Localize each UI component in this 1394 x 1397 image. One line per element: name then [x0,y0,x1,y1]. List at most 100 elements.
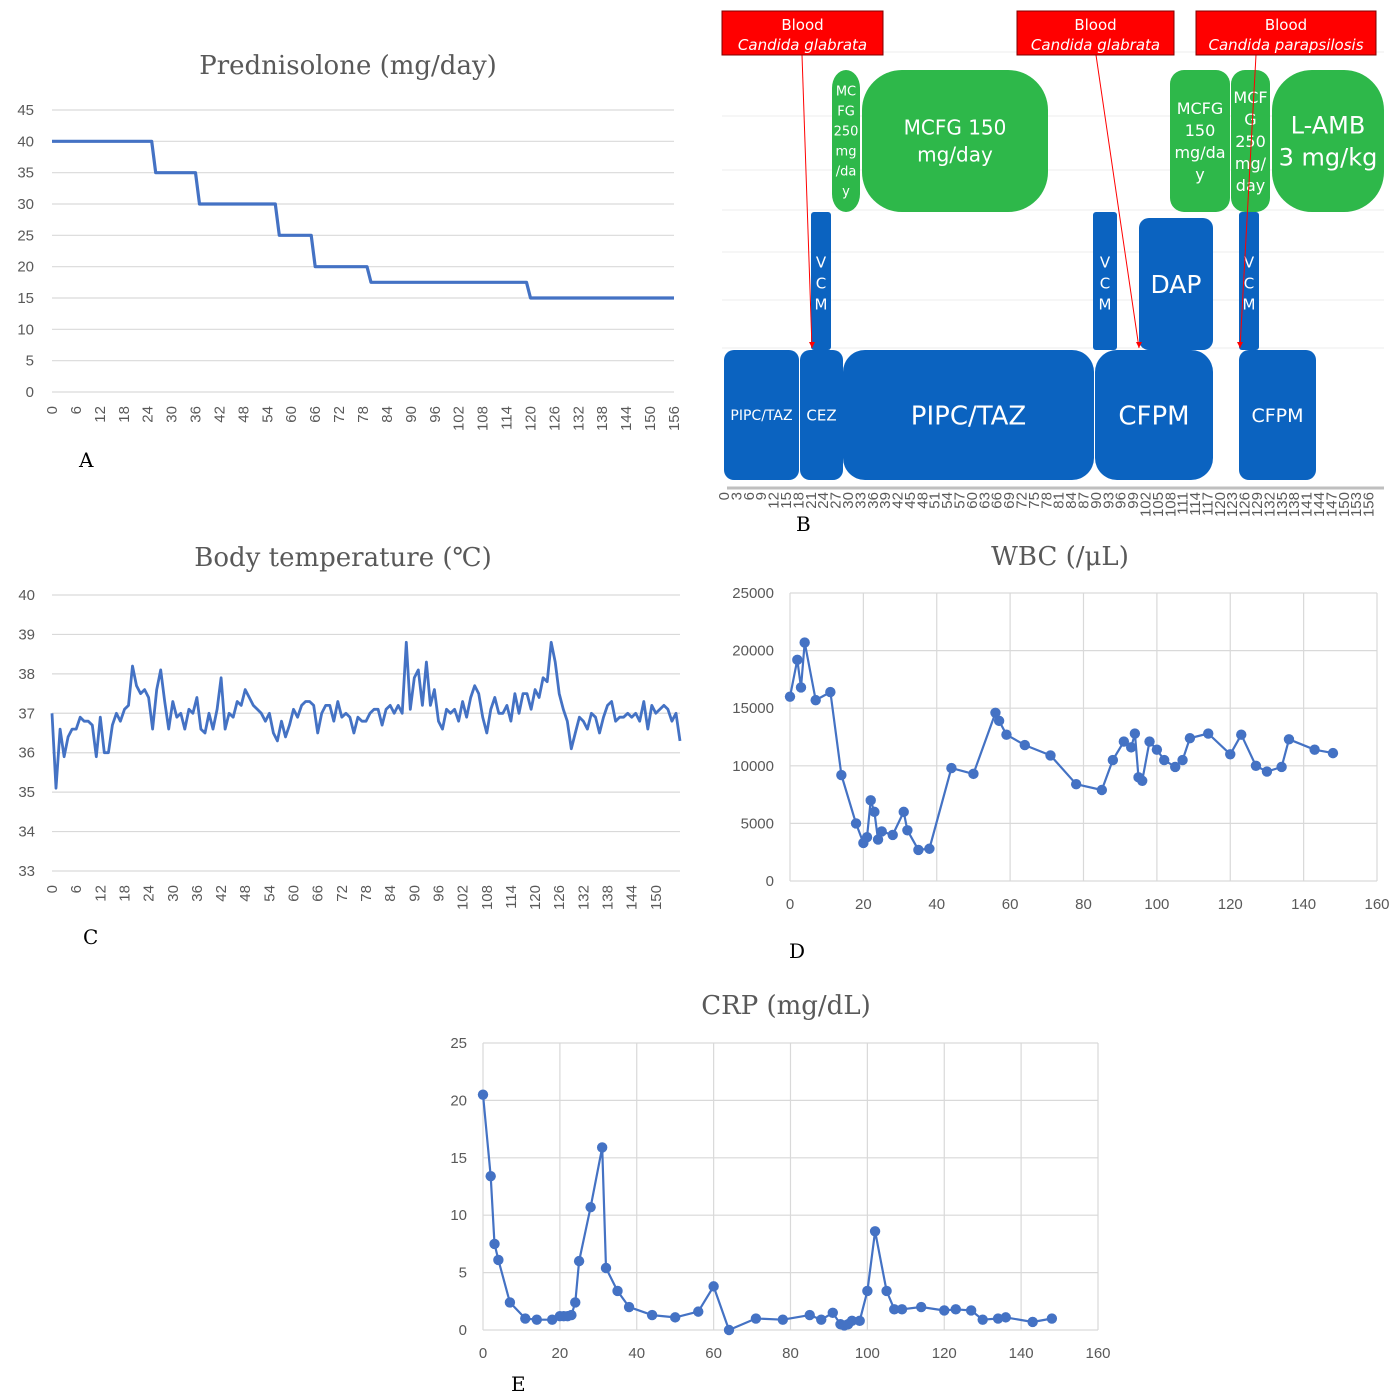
panel-label-e: E [511,1372,526,1396]
x-tick-label: 141 [1299,492,1316,517]
data-point [1096,784,1108,796]
data-point [1027,1316,1038,1328]
x-tick-label: 140 [1291,896,1316,913]
data-point [1327,747,1339,759]
data-point [1001,729,1012,740]
data-point [1184,732,1196,744]
data-point [600,1262,612,1274]
x-tick-label: 72 [331,406,348,423]
data-point [898,806,909,818]
data-point [723,1324,735,1336]
antibiotic-bar [1095,350,1213,480]
data-point [1137,775,1148,786]
x-tick-label: 102 [451,406,468,431]
antibiotic-label: CFPM [1118,401,1189,431]
antibiotic-bar [800,350,843,480]
x-tick-label: 90 [406,885,423,902]
x-tick-label: 156 [666,406,683,431]
x-tick-label: 150 [642,406,659,431]
data-point [1019,739,1030,751]
y-tick-label: 38 [18,666,35,683]
chart-a-title: Prednisolone (mg/day) [199,51,497,81]
data-point [977,1314,988,1325]
x-tick-label: 63 [976,492,993,509]
x-tick-label: 51 [927,492,944,509]
antifungal-label: MC [836,85,856,100]
x-tick-label: 160 [1364,896,1389,913]
data-point [810,694,821,706]
vancomycin-label: M [815,295,828,313]
vancomycin-bar [1093,212,1117,350]
x-tick-label: 42 [890,492,907,509]
x-tick-label: 111 [1175,492,1192,515]
y-tick-label: 15 [450,1150,467,1167]
data-point [596,1142,608,1153]
x-tick-label: 30 [164,406,181,423]
x-tick-label: 96 [430,885,447,902]
x-tick-label: 3 [728,492,745,500]
x-tick-label: 99 [1125,492,1142,509]
x-tick-label: 132 [570,406,587,431]
data-point [504,1297,516,1308]
x-tick-label: 150 [648,885,665,910]
data-point [816,1314,827,1325]
x-tick-label: 24 [141,885,158,902]
x-tick-label: 129 [1249,492,1266,517]
panel-label-a: A [78,448,94,472]
antifungal-label: 250 [834,125,859,140]
x-tick-label: 120 [1212,492,1229,517]
y-tick-label: 0 [26,384,34,401]
data-point [585,1201,596,1213]
x-tick-label: 48 [235,406,252,423]
x-tick-label: 72 [1014,492,1031,509]
data-point [913,844,924,856]
data-point [1151,744,1163,755]
antifungal-label: /da [836,165,857,180]
data-point [869,806,880,818]
x-tick-label: 18 [790,492,807,509]
data-point [570,1297,581,1308]
x-tick-label: 120 [1218,896,1243,913]
y-tick-label: 5000 [741,815,774,832]
vancomycin-label: M [1243,295,1256,313]
data-point [792,654,803,666]
data-point [836,769,847,781]
x-tick-label: 60 [286,885,303,902]
data-point [939,1305,950,1316]
x-tick-label: 84 [379,406,396,423]
data-point [1276,761,1287,773]
x-tick-label: 0 [479,1345,487,1362]
x-tick-label: 60 [705,1345,722,1362]
data-point [1144,736,1155,747]
data-point [850,818,862,829]
x-tick-label: 126 [551,885,568,910]
data-point [993,715,1005,727]
chart-d-wbc: WBC (/μL) 0 5000 10000 15000 20000 25000 0 20 40… [732,542,1389,963]
x-tick-label: 90 [403,406,420,423]
x-tick-label: 12 [92,885,109,902]
antibiotic-bar [1239,350,1316,480]
y-tick-label: 39 [18,626,35,643]
antifungal-label: mg/ [1235,154,1267,173]
antifungal-label: 250 [1235,132,1266,151]
blood-culture-organism: Candida parapsilosis [1208,36,1363,54]
arrow-head [809,342,815,348]
dap-label: DAP [1151,270,1202,299]
data-point [865,795,876,806]
data-point [708,1281,719,1292]
x-tick-label: 84 [1063,492,1080,509]
data-point [924,843,935,854]
x-tick-label: 108 [475,406,492,431]
vancomycin-bar [1239,212,1259,350]
antibiotic-bar [843,350,1094,480]
antifungal-label: 150 [1185,121,1216,140]
x-tick-label: 57 [952,492,969,509]
data-point [1283,734,1295,745]
data-point [1107,754,1119,766]
x-tick-label: 81 [1051,492,1068,509]
x-tick-label: 144 [1311,492,1328,517]
data-point [804,1309,815,1321]
antifungal-label: day [1236,176,1265,195]
x-tick-label: 138 [600,885,617,910]
antifungal-label: y [1195,165,1204,184]
